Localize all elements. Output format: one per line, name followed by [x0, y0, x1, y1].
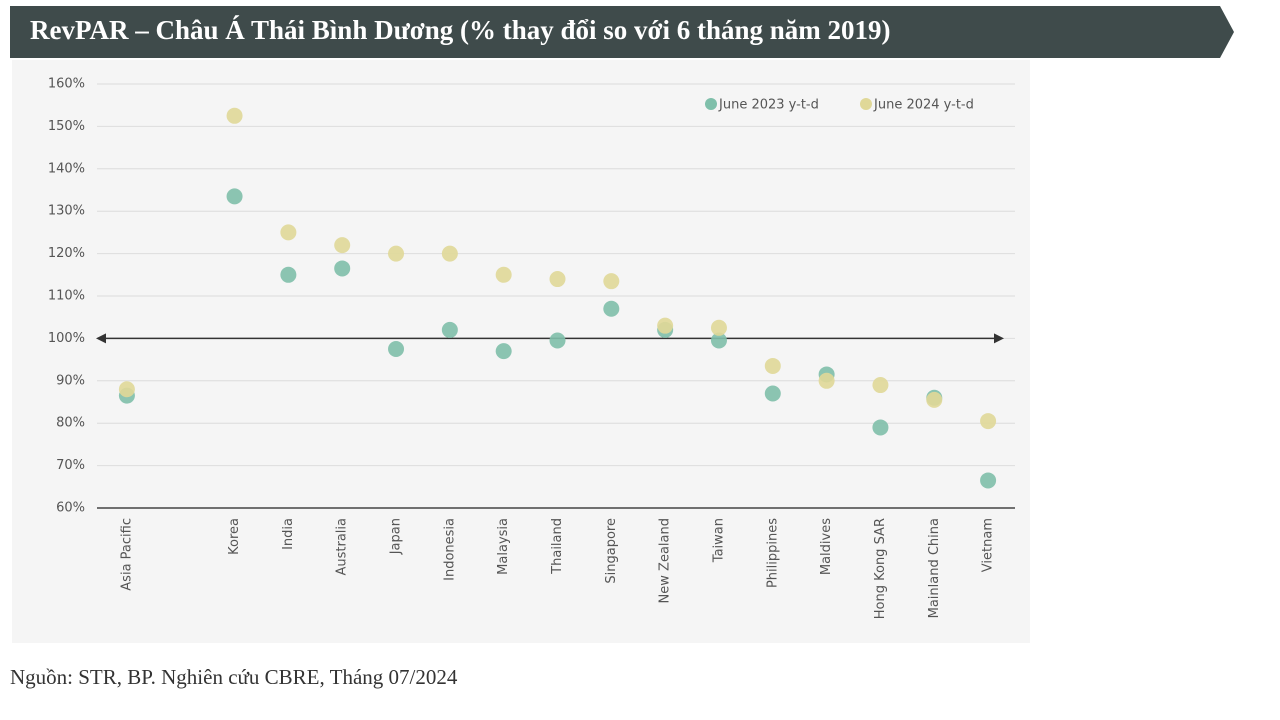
x-tick-label: Japan [389, 518, 404, 555]
x-tick-label: Asia Pacific [119, 518, 134, 591]
y-tick-label: 110% [48, 289, 85, 304]
data-point [441, 245, 458, 262]
x-tick-label: Maldives [819, 518, 834, 575]
data-point [549, 271, 566, 288]
data-point [280, 224, 297, 241]
x-tick-label: Hong Kong SAR [873, 518, 888, 619]
x-tick-label: Philippines [765, 518, 780, 588]
legend-label: June 2023 y-t-d [718, 98, 819, 113]
x-tick-label: Indonesia [442, 518, 457, 581]
data-point [872, 377, 889, 394]
y-tick-label: 140% [48, 161, 85, 176]
data-point [764, 357, 781, 374]
data-point [495, 266, 512, 283]
data-point [710, 319, 727, 336]
plot-background [12, 60, 1030, 643]
x-tick-label: Singapore [604, 518, 619, 584]
legend-marker [860, 98, 872, 110]
y-tick-label: 150% [48, 119, 85, 134]
data-point [441, 321, 458, 338]
data-point [818, 372, 835, 389]
y-tick-label: 130% [48, 204, 85, 219]
y-tick-label: 90% [56, 373, 85, 388]
legend-label: June 2024 y-t-d [873, 98, 974, 113]
data-point [603, 300, 620, 317]
title-banner [10, 6, 1234, 58]
data-point [495, 343, 512, 360]
x-tick-label: Mainland China [927, 518, 942, 618]
y-tick-label: 80% [56, 416, 85, 431]
data-point [710, 332, 727, 349]
legend-marker [705, 98, 717, 110]
data-point [280, 266, 297, 283]
data-point [388, 341, 405, 357]
y-tick-label: 70% [56, 458, 85, 473]
y-tick-label: 100% [48, 331, 85, 346]
data-point [226, 107, 243, 124]
x-tick-label: Thailand [550, 518, 565, 575]
data-point [980, 472, 997, 489]
chart-title: RevPAR – Châu Á Thái Bình Dương (% thay … [30, 15, 891, 45]
data-point [926, 391, 943, 408]
arrow-head [994, 333, 1004, 344]
x-tick-label: Malaysia [496, 518, 511, 575]
x-tick-label: Australia [335, 518, 350, 576]
data-point [226, 188, 243, 205]
data-point [657, 317, 674, 334]
data-point [118, 381, 135, 398]
y-tick-label: 160% [48, 77, 85, 92]
data-point [549, 332, 566, 349]
x-tick-label: Vietnam [981, 518, 996, 572]
arrow-head [96, 333, 106, 344]
y-tick-label: 60% [56, 501, 85, 516]
data-point [872, 419, 889, 436]
source-note: Nguồn: STR, BP. Nghiên cứu CBRE, Tháng 0… [10, 665, 458, 689]
data-point [603, 273, 620, 290]
y-tick-label: 120% [48, 246, 85, 261]
data-point [334, 237, 351, 254]
x-tick-label: Taiwan [711, 518, 726, 563]
data-point [980, 413, 997, 430]
data-point [764, 385, 781, 402]
x-tick-label: New Zealand [658, 518, 673, 603]
data-point [388, 245, 405, 262]
data-point [334, 260, 351, 277]
x-tick-label: India [281, 518, 296, 550]
x-tick-label: Korea [227, 518, 242, 555]
